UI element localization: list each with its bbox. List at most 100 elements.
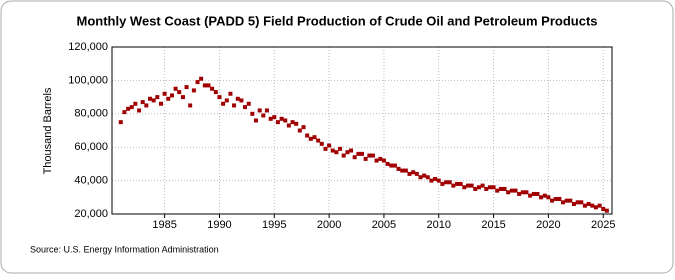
- point: [305, 133, 310, 138]
- point: [389, 163, 394, 168]
- point: [133, 101, 138, 106]
- point: [550, 198, 555, 203]
- point: [257, 108, 262, 113]
- point: [155, 95, 160, 100]
- point: [232, 103, 237, 108]
- point: [235, 96, 240, 101]
- point: [213, 90, 218, 95]
- plot-area: 20,000 40,000 60,000 80,000 100,000 120,000 19…: [68, 41, 615, 231]
- point: [308, 136, 313, 141]
- point: [370, 153, 375, 158]
- point: [148, 96, 153, 101]
- point: [360, 151, 364, 156]
- point: [469, 183, 474, 188]
- x-tick-label: 2005: [372, 219, 396, 231]
- point: [206, 83, 211, 88]
- y-tick-label: 100,000: [68, 74, 108, 86]
- point: [491, 185, 496, 190]
- point: [144, 103, 149, 108]
- plot-background: [112, 47, 612, 214]
- point: [381, 158, 386, 163]
- point: [338, 146, 343, 151]
- point: [162, 91, 167, 96]
- point: [513, 188, 518, 193]
- point: [323, 146, 328, 151]
- source-note: Source: U.S. Energy Information Administ…: [30, 244, 219, 254]
- y-tick-label: 120,000: [68, 41, 108, 53]
- point: [140, 100, 145, 105]
- point: [400, 168, 405, 173]
- point: [396, 166, 401, 171]
- point: [283, 118, 288, 123]
- point: [253, 118, 258, 123]
- point: [524, 190, 529, 195]
- x-tick-label: 1995: [262, 219, 286, 231]
- point: [590, 203, 595, 208]
- point: [564, 198, 569, 203]
- point: [166, 96, 171, 101]
- x-tick-label: 2025: [591, 219, 615, 231]
- point: [520, 190, 525, 195]
- point: [502, 186, 507, 191]
- point: [403, 168, 408, 173]
- y-tick-label: 40,000: [74, 175, 108, 187]
- point: [286, 123, 291, 128]
- point: [539, 195, 544, 200]
- point: [243, 105, 248, 110]
- point: [261, 113, 266, 118]
- point: [414, 171, 419, 176]
- point: [425, 175, 430, 180]
- point: [531, 191, 536, 196]
- point: [392, 163, 397, 168]
- point: [199, 76, 204, 81]
- point: [268, 116, 273, 121]
- point: [429, 178, 434, 183]
- point: [122, 110, 127, 115]
- point: [385, 161, 390, 166]
- x-tick-label: 2020: [536, 219, 560, 231]
- chart-title: Monthly West Coast (PADD 5) Field Produc…: [77, 13, 598, 28]
- point: [466, 183, 471, 188]
- point: [169, 93, 174, 98]
- point: [487, 185, 492, 190]
- point: [542, 193, 547, 198]
- point: [180, 95, 185, 100]
- point: [440, 181, 445, 186]
- point: [473, 186, 478, 191]
- point: [191, 88, 196, 93]
- point: [604, 208, 609, 213]
- point: [327, 143, 332, 148]
- point: [546, 195, 551, 200]
- point: [451, 183, 456, 188]
- point: [151, 98, 156, 103]
- point: [568, 198, 573, 203]
- point: [455, 181, 460, 186]
- point: [557, 196, 562, 201]
- point: [498, 186, 503, 191]
- point: [221, 101, 226, 106]
- point: [319, 141, 324, 146]
- point: [535, 191, 540, 196]
- point: [217, 95, 222, 100]
- point: [560, 200, 565, 205]
- point: [290, 120, 295, 125]
- point: [177, 90, 182, 95]
- point: [297, 128, 302, 133]
- point: [188, 103, 193, 108]
- y-axis-label: Thousand Barrels: [42, 87, 54, 174]
- point: [480, 183, 485, 188]
- point: [210, 86, 215, 91]
- point: [202, 83, 207, 88]
- point: [330, 148, 335, 153]
- point: [228, 91, 233, 96]
- point: [356, 151, 361, 156]
- point: [528, 193, 533, 198]
- point: [462, 185, 467, 190]
- point: [341, 153, 346, 158]
- point: [575, 200, 580, 205]
- point: [334, 150, 339, 155]
- point: [316, 138, 321, 143]
- point: [597, 203, 602, 208]
- point: [173, 86, 178, 91]
- point: [250, 111, 255, 116]
